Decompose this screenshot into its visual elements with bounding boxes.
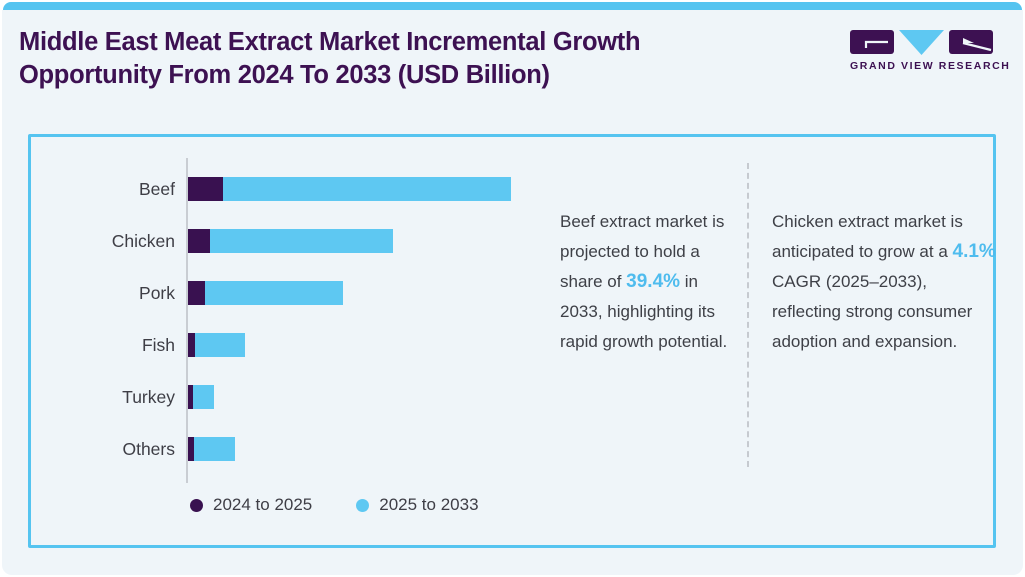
legend-label: 2025 to 2033 <box>379 495 479 514</box>
bar-track <box>188 385 214 409</box>
bar-chart: 2024 to 2025 2025 to 2033 Beef Chicken Pork… <box>31 137 561 545</box>
bar-segment <box>188 177 223 201</box>
legend-dot-icon <box>190 498 203 512</box>
page-title: Middle East Meat Extract Market Incremen… <box>19 28 641 89</box>
chart-legend: 2024 to 2025 2025 to 2033 <box>190 495 479 515</box>
bar-row-turkey: Turkey <box>31 385 561 409</box>
bar-row-others: Others <box>31 437 561 461</box>
bar-segment <box>210 229 393 253</box>
bar-row-chicken: Chicken <box>31 229 561 253</box>
legend-item: 2024 to 2025 <box>190 495 312 515</box>
gvr-logo-icon <box>850 30 993 55</box>
category-label: Others <box>122 439 175 459</box>
bar-segment <box>188 229 210 253</box>
bar-track <box>188 229 393 253</box>
bar-track <box>188 281 343 305</box>
brand-logo-text: GRAND VIEW RESEARCH <box>850 60 1011 72</box>
category-label: Pork <box>139 283 175 303</box>
bar-segment <box>193 385 214 409</box>
bar-segment <box>188 385 193 409</box>
insight-text: Beef extract market is projected to hold… <box>560 212 725 291</box>
insight-beef: Beef extract market is projected to hold… <box>560 207 740 357</box>
bar-track <box>188 437 235 461</box>
legend-dot-icon <box>356 498 370 512</box>
brand-logo: GRAND VIEW RESEARCH <box>850 29 1011 72</box>
bar-segment <box>188 281 205 305</box>
bar-segment <box>195 333 245 357</box>
insight-chicken: Chicken extract market is anticipated to… <box>772 207 997 357</box>
bar-row-pork: Pork <box>31 281 561 305</box>
bar-segment <box>188 333 195 357</box>
bar-track <box>188 333 245 357</box>
legend-label: 2024 to 2025 <box>213 495 313 514</box>
highlight-value: 4.1% <box>952 241 996 262</box>
bar-segment <box>194 437 235 461</box>
bar-row-fish: Fish <box>31 333 561 357</box>
legend-item: 2025 to 2033 <box>356 495 479 515</box>
insight-text: in 2033, highlighting its rapid growth p… <box>560 272 728 351</box>
top-accent-bar <box>3 2 1022 10</box>
bar-segment <box>223 177 511 201</box>
highlight-value: 39.4% <box>626 271 681 292</box>
category-label: Fish <box>141 335 175 355</box>
category-label: Beef <box>139 179 175 199</box>
insight-divider <box>747 163 749 467</box>
bar-track <box>188 177 511 201</box>
insight-text: CAGR (2025–2033), reflecting strong cons… <box>772 272 973 351</box>
chart-axis-line <box>186 158 188 483</box>
bar-segment <box>188 437 194 461</box>
bar-row-beef: Beef <box>31 177 561 201</box>
bar-segment <box>205 281 343 305</box>
category-label: Turkey <box>122 387 175 407</box>
chart-card: 2024 to 2025 2025 to 2033 Beef Chicken Pork… <box>28 134 996 548</box>
insight-text: Chicken extract market is anticipated to… <box>772 212 963 261</box>
category-label: Chicken <box>111 231 175 251</box>
